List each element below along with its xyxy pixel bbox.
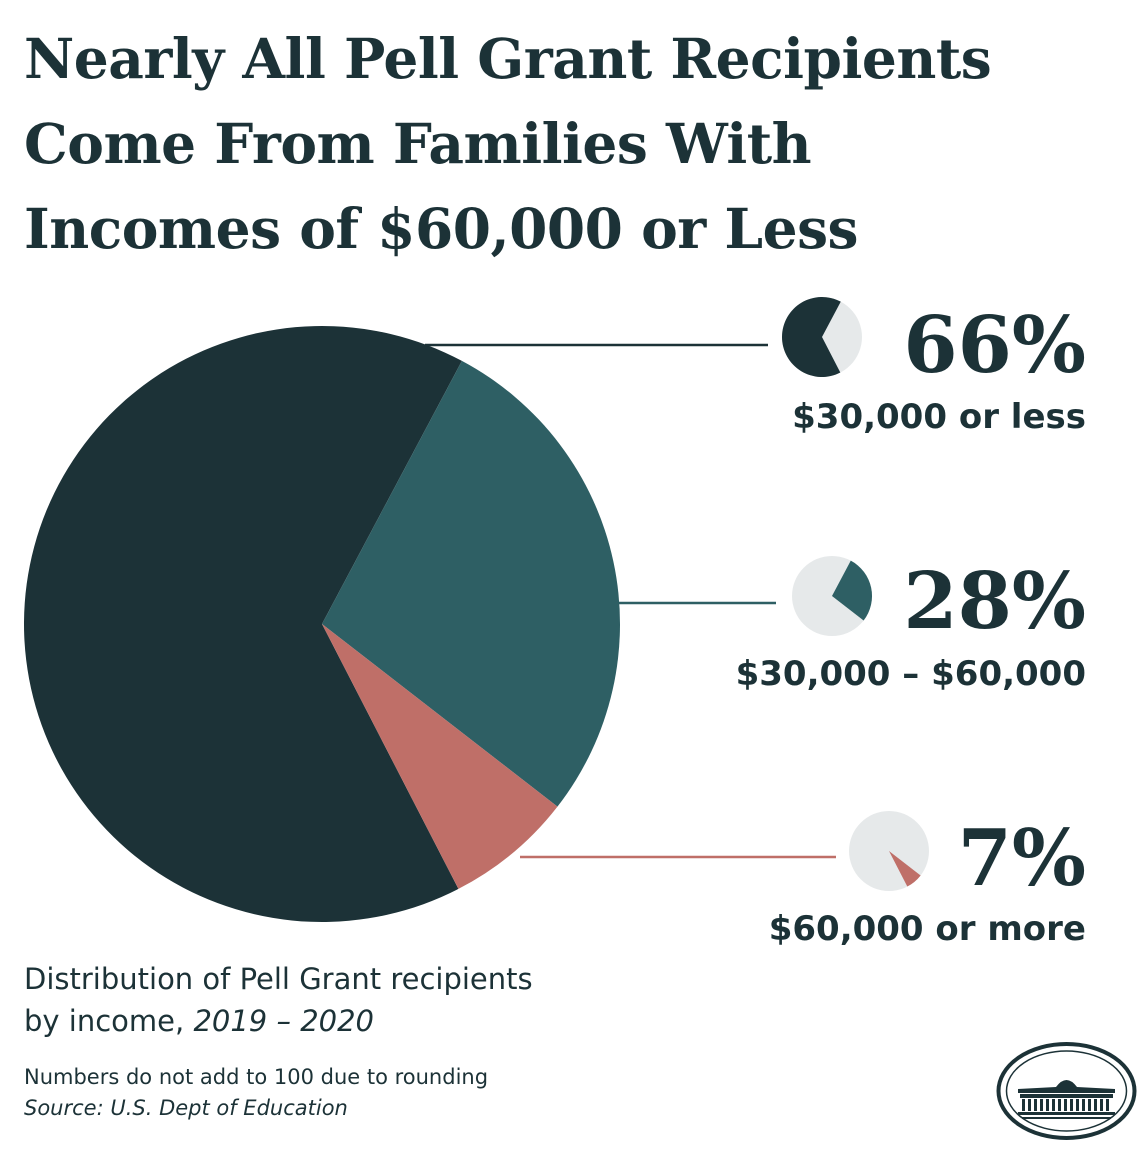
mini-pie-slice [781,296,841,377]
footnotes: Numbers do not add to 100 due to roundin… [24,1062,724,1124]
category-label-30-000-60-000: $30,000 – $60,000 [736,654,1086,694]
mini-pie-slice [889,851,921,887]
source-note: Source: U.S. Dept of Education [24,1096,348,1120]
mini-pie-30-000-or-less-icon [781,296,862,377]
pie-slice-30-000-or-less [23,325,462,922]
category-label-30-000-or-less: $30,000 or less [792,397,1086,437]
mini-pie-60-000-or-more-icon [849,811,929,891]
percent-label-60-000-or-more: 7% [958,813,1086,904]
caption-line-2: by income, 2019 – 2020 [24,1000,724,1042]
percent-label-30-000-60-000: 28% [903,556,1086,647]
caption-years: 2019 – 2020 [193,1004,374,1038]
mini-pie-slice [832,560,873,621]
percent-label-30-000-or-less: 66% [903,300,1086,391]
category-label-60-000-or-more: $60,000 or more [769,909,1086,949]
caption-prefix: by income, [24,1004,194,1038]
pie-slice-60-000-or-more [322,624,558,889]
chart-caption: Distribution of Pell Grant recipients by… [24,958,724,1042]
pie-slice-30-000-60-000 [322,360,620,807]
chart-title: Nearly All Pell Grant Recipients Come Fr… [24,26,992,261]
rounding-note: Numbers do not add to 100 due to roundin… [24,1065,489,1089]
mini-pie-30-000-60-000-icon [792,556,873,636]
caption-line-1: Distribution of Pell Grant recipients [24,962,533,996]
white-house-seal-icon [996,1042,1137,1140]
